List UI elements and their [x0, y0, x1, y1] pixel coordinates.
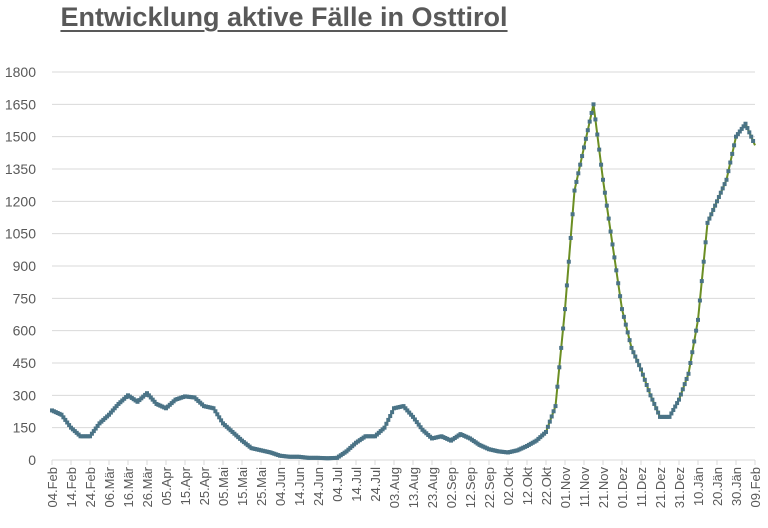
y-tick-label: 1800 — [5, 64, 36, 80]
x-tick-label: 20.Jän — [710, 467, 725, 506]
x-tick-label: 11.Nov — [577, 467, 592, 508]
x-tick-label: 22.Okt — [539, 467, 554, 506]
x-tick-label: 13.Aug — [406, 467, 421, 508]
y-tick-label: 600 — [13, 323, 37, 339]
series-markers — [50, 102, 756, 461]
x-tick-label: 01.Nov — [558, 467, 573, 509]
x-axis-ticks: 04.Feb 14.Feb 24.Feb 06.Mär 16.Mär 26.Mär 05.A… — [45, 460, 763, 508]
gridlines — [52, 71, 755, 429]
y-tick-label: 1350 — [5, 161, 36, 177]
x-tick-label: 31.Dez — [672, 467, 687, 508]
x-tick-label: 25.Apr — [197, 466, 212, 505]
x-tick-label: 21.Dez — [653, 467, 668, 508]
x-tick-label: 30.Jän — [729, 467, 744, 506]
x-tick-label: 15.Mai — [235, 467, 250, 506]
x-tick-label: 22.Sep — [482, 467, 497, 508]
x-tick-label: 04.Jul — [330, 467, 345, 502]
x-tick-label: 16.Mär — [121, 466, 136, 507]
x-tick-label: 14.Jun — [292, 467, 307, 506]
y-tick-label: 750 — [13, 290, 37, 306]
x-tick-label: 04.Jun — [273, 467, 288, 506]
x-tick-label: 05.Mai — [216, 467, 231, 506]
x-tick-label: 03.Aug — [387, 467, 402, 508]
x-tick-label: 21.Nov — [596, 467, 611, 509]
y-tick-label: 0 — [28, 452, 36, 468]
y-tick-label: 1500 — [5, 129, 36, 145]
x-tick-label: 24.Jul — [368, 467, 383, 502]
y-tick-label: 900 — [13, 258, 37, 274]
y-tick-label: 450 — [13, 355, 37, 371]
x-tick-label: 25.Mai — [254, 467, 269, 506]
x-tick-label: 11.Dez — [634, 467, 649, 507]
x-tick-label: 02.Okt — [501, 467, 516, 506]
x-tick-label: 12.Okt — [520, 467, 535, 506]
y-tick-label: 1050 — [5, 226, 36, 242]
x-tick-label: 26.Mär — [140, 466, 155, 507]
x-tick-label: 09.Feb — [748, 467, 763, 507]
chart-title: Entwicklung aktive Fälle in Osttirol — [60, 2, 508, 32]
x-tick-label: 05.Apr — [159, 466, 174, 505]
x-tick-label: 24.Jun — [311, 467, 326, 506]
x-tick-label: 14.Feb — [64, 467, 79, 507]
x-tick-label: 10.Jän — [691, 467, 706, 506]
x-tick-label: 01.Dez — [615, 467, 630, 508]
x-tick-label: 15.Apr — [178, 466, 193, 505]
y-tick-label: 300 — [13, 387, 37, 403]
x-tick-label: 14.Jul — [349, 467, 364, 502]
x-tick-label: 06.Mär — [102, 466, 117, 507]
x-tick-label: 02.Sep — [444, 467, 459, 508]
y-tick-label: 150 — [13, 420, 37, 436]
x-tick-label: 24.Feb — [83, 467, 98, 507]
y-tick-label: 1200 — [5, 193, 36, 209]
y-axis-ticks: 0 150 300 450 600 750 900 1050 1200 1350 1500 1650 1… — [5, 64, 36, 468]
x-tick-label: 23.Aug — [425, 467, 440, 508]
y-tick-label: 1650 — [5, 96, 36, 112]
x-tick-label: 12.Sep — [463, 467, 478, 508]
x-tick-label: 04.Feb — [45, 467, 60, 507]
